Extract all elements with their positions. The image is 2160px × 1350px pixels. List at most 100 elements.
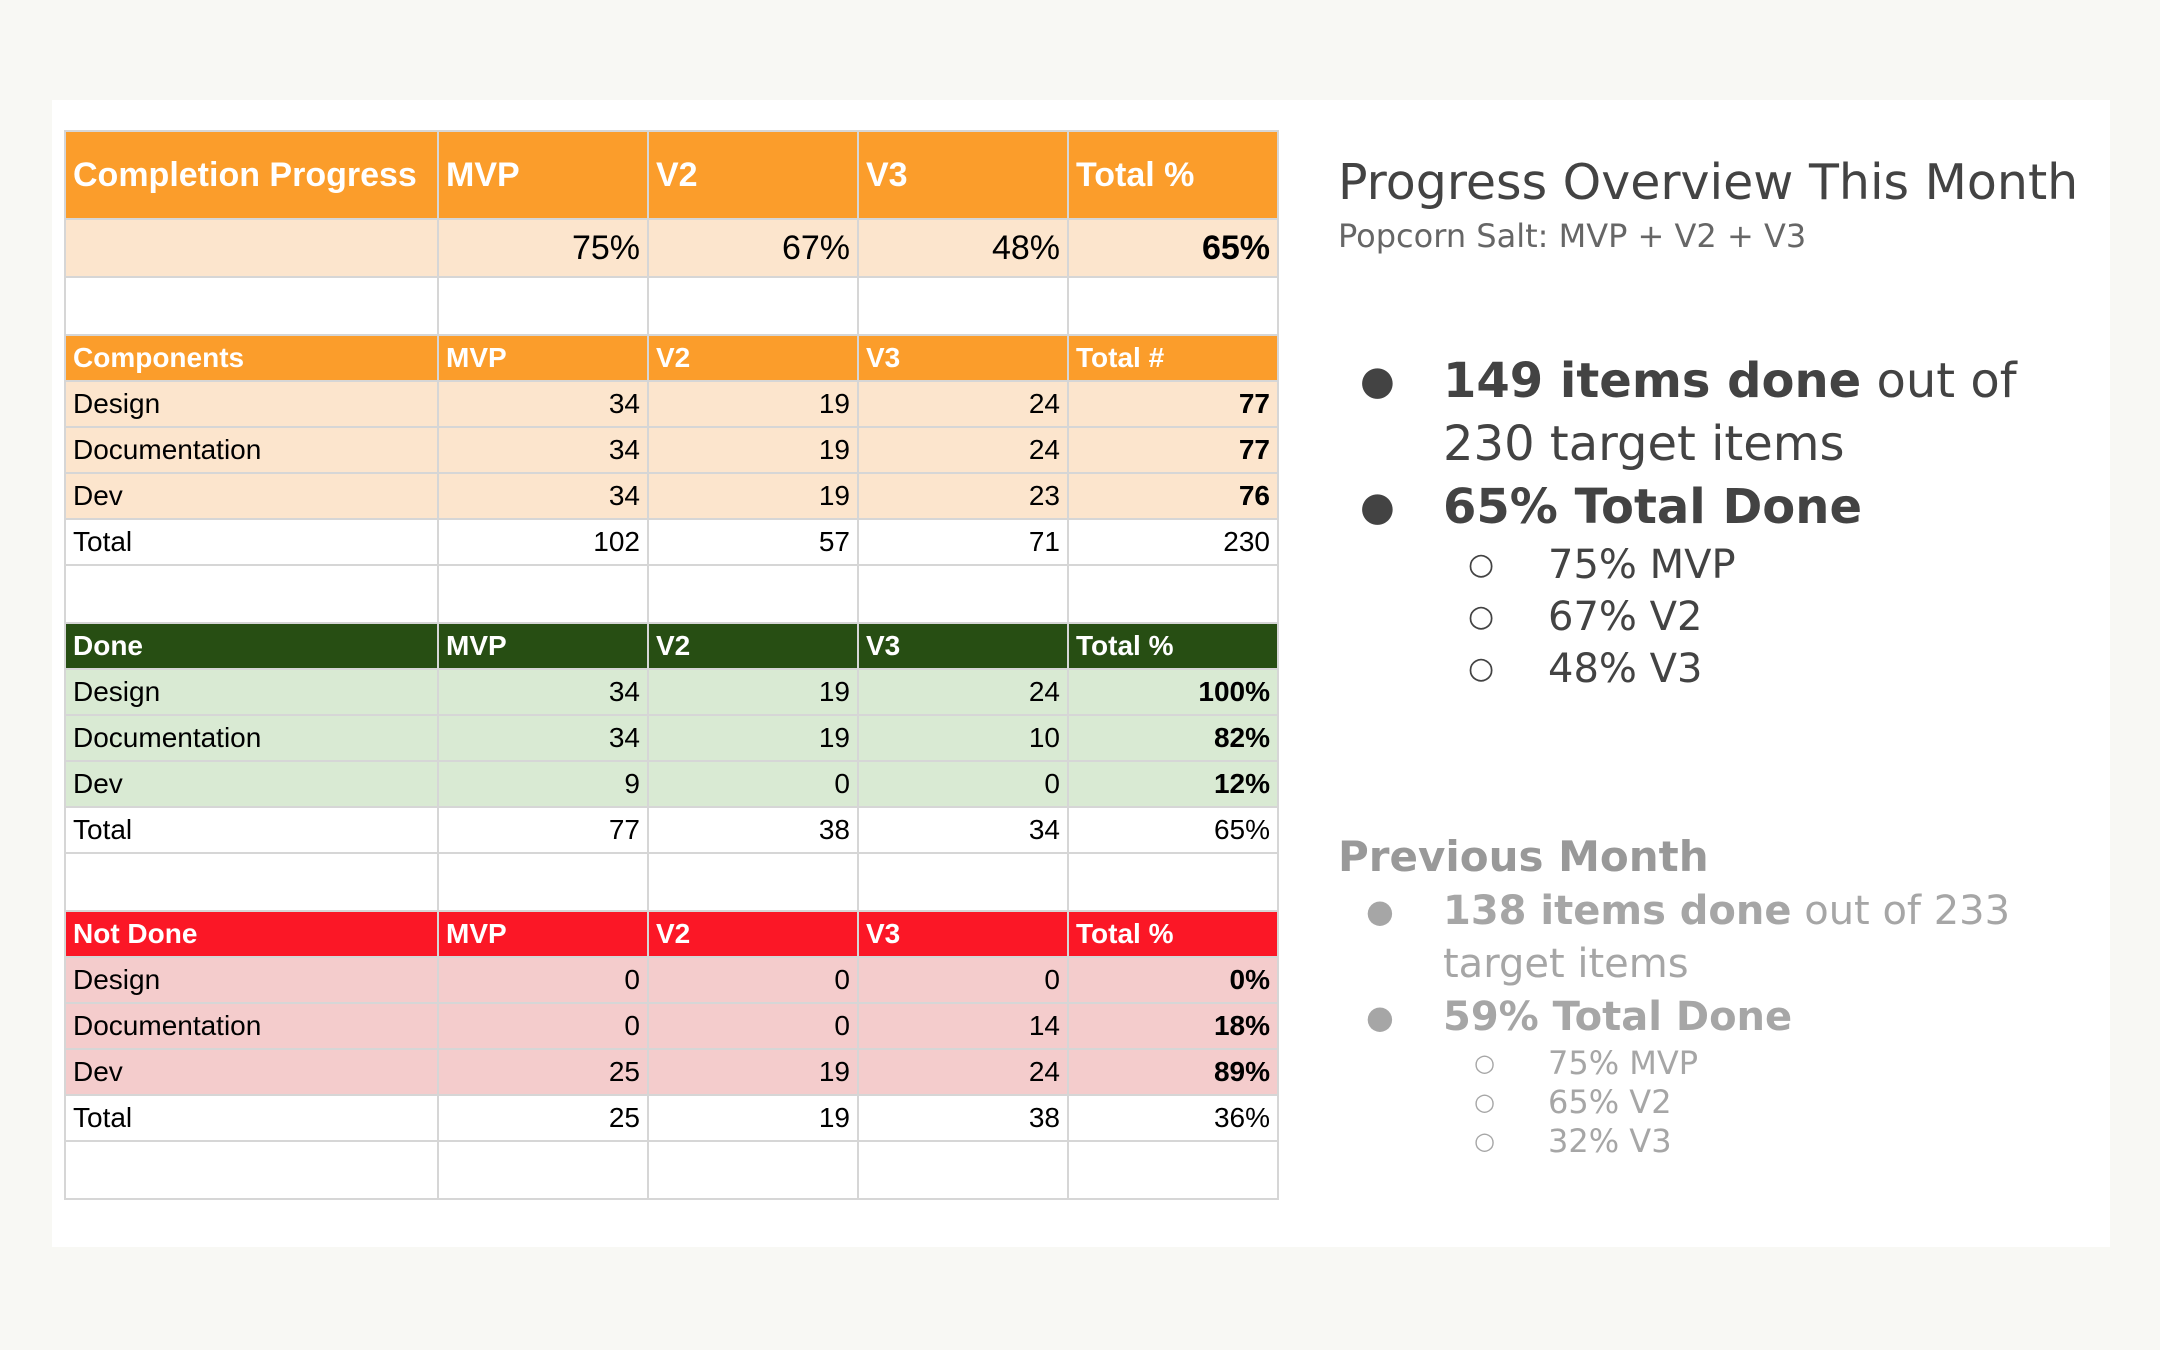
previous-month-title: Previous Month <box>1338 832 1709 881</box>
cell-mvp: 34 <box>437 668 649 716</box>
col-header-total: Total % <box>1067 130 1279 220</box>
sub-item-text: 48% V3 <box>1548 646 1703 692</box>
circle-bullet-icon: ○ <box>1474 1088 1495 1116</box>
sub-list-item: ○ 67% V2 <box>1338 591 2063 643</box>
done-header-v3: V3 <box>857 622 1069 670</box>
cell-total: 77 <box>1067 380 1279 428</box>
table-row: Documentation 34 19 10 82% <box>64 714 1279 762</box>
row-label: Dev <box>64 1048 439 1096</box>
done-header-total: Total % <box>1067 622 1279 670</box>
cell-v3: 24 <box>857 426 1069 474</box>
row-label: Dev <box>64 472 439 520</box>
cell-v3: 10 <box>857 714 1069 762</box>
table-row: Documentation 34 19 24 77 <box>64 426 1279 474</box>
components-header-v3: V3 <box>857 334 1069 382</box>
table-row: Dev 9 0 0 12% <box>64 760 1279 808</box>
row-label: Design <box>64 668 439 716</box>
bullet-icon: ● <box>1360 484 1395 530</box>
row-label: Documentation <box>64 1002 439 1050</box>
spacer-row <box>64 1140 1279 1200</box>
cell-total: 89% <box>1067 1048 1279 1096</box>
cell-v2: 0 <box>647 1002 859 1050</box>
sub-list-item: ○ 75% MVP <box>1338 1044 2043 1083</box>
summary-v3: 48% <box>857 218 1069 278</box>
total-row: Total 25 19 38 36% <box>64 1094 1279 1142</box>
not-done-header-v2: V2 <box>647 910 859 958</box>
not-done-header-mvp: MVP <box>437 910 649 958</box>
total-done-strong: 65% Total Done <box>1443 479 1862 535</box>
row-label: Documentation <box>64 426 439 474</box>
prev-items-done-rest: out of 233 target items <box>1443 888 2011 987</box>
not-done-header-label: Not Done <box>64 910 439 958</box>
circle-bullet-icon: ○ <box>1474 1127 1495 1155</box>
sub-item-text: 67% V2 <box>1548 594 1703 640</box>
row-label: Dev <box>64 760 439 808</box>
prev-items-done-strong: 138 items done <box>1443 888 1792 934</box>
not-done-header-row: Not Done MVP V2 V3 Total % <box>64 910 1279 958</box>
total-row: Total 77 38 34 65% <box>64 806 1279 854</box>
list-item: ● 65% Total Done <box>1338 476 2063 539</box>
row-label: Total <box>64 1094 439 1142</box>
cell-v3: 24 <box>857 380 1069 428</box>
sub-list-item: ○ 32% V3 <box>1338 1122 2043 1161</box>
cell-mvp: 0 <box>437 956 649 1004</box>
row-label: Total <box>64 518 439 566</box>
cell-mvp: 34 <box>437 426 649 474</box>
col-header-v2: V2 <box>647 130 859 220</box>
sub-item-text: 75% MVP <box>1548 1044 1699 1082</box>
bullet-icon: ● <box>1366 892 1394 930</box>
col-header-mvp: MVP <box>437 130 649 220</box>
cell-v2: 19 <box>647 380 859 428</box>
cell-v2: 19 <box>647 668 859 716</box>
cell-v3: 24 <box>857 1048 1069 1096</box>
circle-bullet-icon: ○ <box>1474 1049 1495 1077</box>
components-header-v2: V2 <box>647 334 859 382</box>
cell-v2: 19 <box>647 426 859 474</box>
cell-total: 65% <box>1067 806 1279 854</box>
spacer-row <box>64 564 1279 624</box>
cell-total: 36% <box>1067 1094 1279 1142</box>
sub-item-text: 75% MVP <box>1548 542 1736 588</box>
components-header-label: Components <box>64 334 439 382</box>
cell-v2: 0 <box>647 956 859 1004</box>
done-header-mvp: MVP <box>437 622 649 670</box>
cell-total: 12% <box>1067 760 1279 808</box>
previous-month-list: ● 138 items done out of 233 target items… <box>1338 885 2043 1161</box>
previous-sub-list: ○ 75% MVP ○ 65% V2 ○ 32% V3 <box>1338 1044 2043 1161</box>
overview-panel: Progress Overview This Month Popcorn Sal… <box>1338 150 2098 1160</box>
components-header-row: Components MVP V2 V3 Total # <box>64 334 1279 382</box>
total-row: Total 102 57 71 230 <box>64 518 1279 566</box>
sub-list-wrapper: ○ 75% MVP ○ 65% V2 ○ 32% V3 <box>1338 1044 2043 1161</box>
spacer-row <box>64 276 1279 336</box>
cell-v2: 0 <box>647 760 859 808</box>
cell-v2: 38 <box>647 806 859 854</box>
current-sub-list: ○ 75% MVP ○ 67% V2 ○ 48% V3 <box>1338 539 2063 695</box>
done-header-row: Done MVP V2 V3 Total % <box>64 622 1279 670</box>
cell-v3: 34 <box>857 806 1069 854</box>
not-done-header-v3: V3 <box>857 910 1069 958</box>
table-row: Design 34 19 24 100% <box>64 668 1279 716</box>
table-row: Dev 25 19 24 89% <box>64 1048 1279 1096</box>
cell-total: 230 <box>1067 518 1279 566</box>
summary-row: 75% 67% 48% 65% <box>64 218 1279 278</box>
cell-v3: 71 <box>857 518 1069 566</box>
summary-label-cell <box>64 218 439 278</box>
bullet-icon: ● <box>1366 998 1394 1036</box>
sub-list-wrapper: ○ 75% MVP ○ 67% V2 ○ 48% V3 <box>1338 539 2063 695</box>
row-label: Total <box>64 806 439 854</box>
completion-table: Completion Progress MVP V2 V3 Total % 75… <box>64 130 1279 1200</box>
cell-v2: 19 <box>647 714 859 762</box>
sub-list-item: ○ 48% V3 <box>1338 643 2063 695</box>
cell-v3: 0 <box>857 760 1069 808</box>
bullet-icon: ● <box>1360 358 1395 404</box>
table-row: Design 0 0 0 0% <box>64 956 1279 1004</box>
cell-v3: 23 <box>857 472 1069 520</box>
cell-total: 18% <box>1067 1002 1279 1050</box>
sub-list-item: ○ 75% MVP <box>1338 539 2063 591</box>
spacer-row <box>64 852 1279 912</box>
overview-title: Progress Overview This Month <box>1338 154 2079 211</box>
list-item: ● 149 items done out of 230 target items <box>1338 350 2063 476</box>
cell-v2: 57 <box>647 518 859 566</box>
cell-total: 100% <box>1067 668 1279 716</box>
not-done-header-total: Total % <box>1067 910 1279 958</box>
